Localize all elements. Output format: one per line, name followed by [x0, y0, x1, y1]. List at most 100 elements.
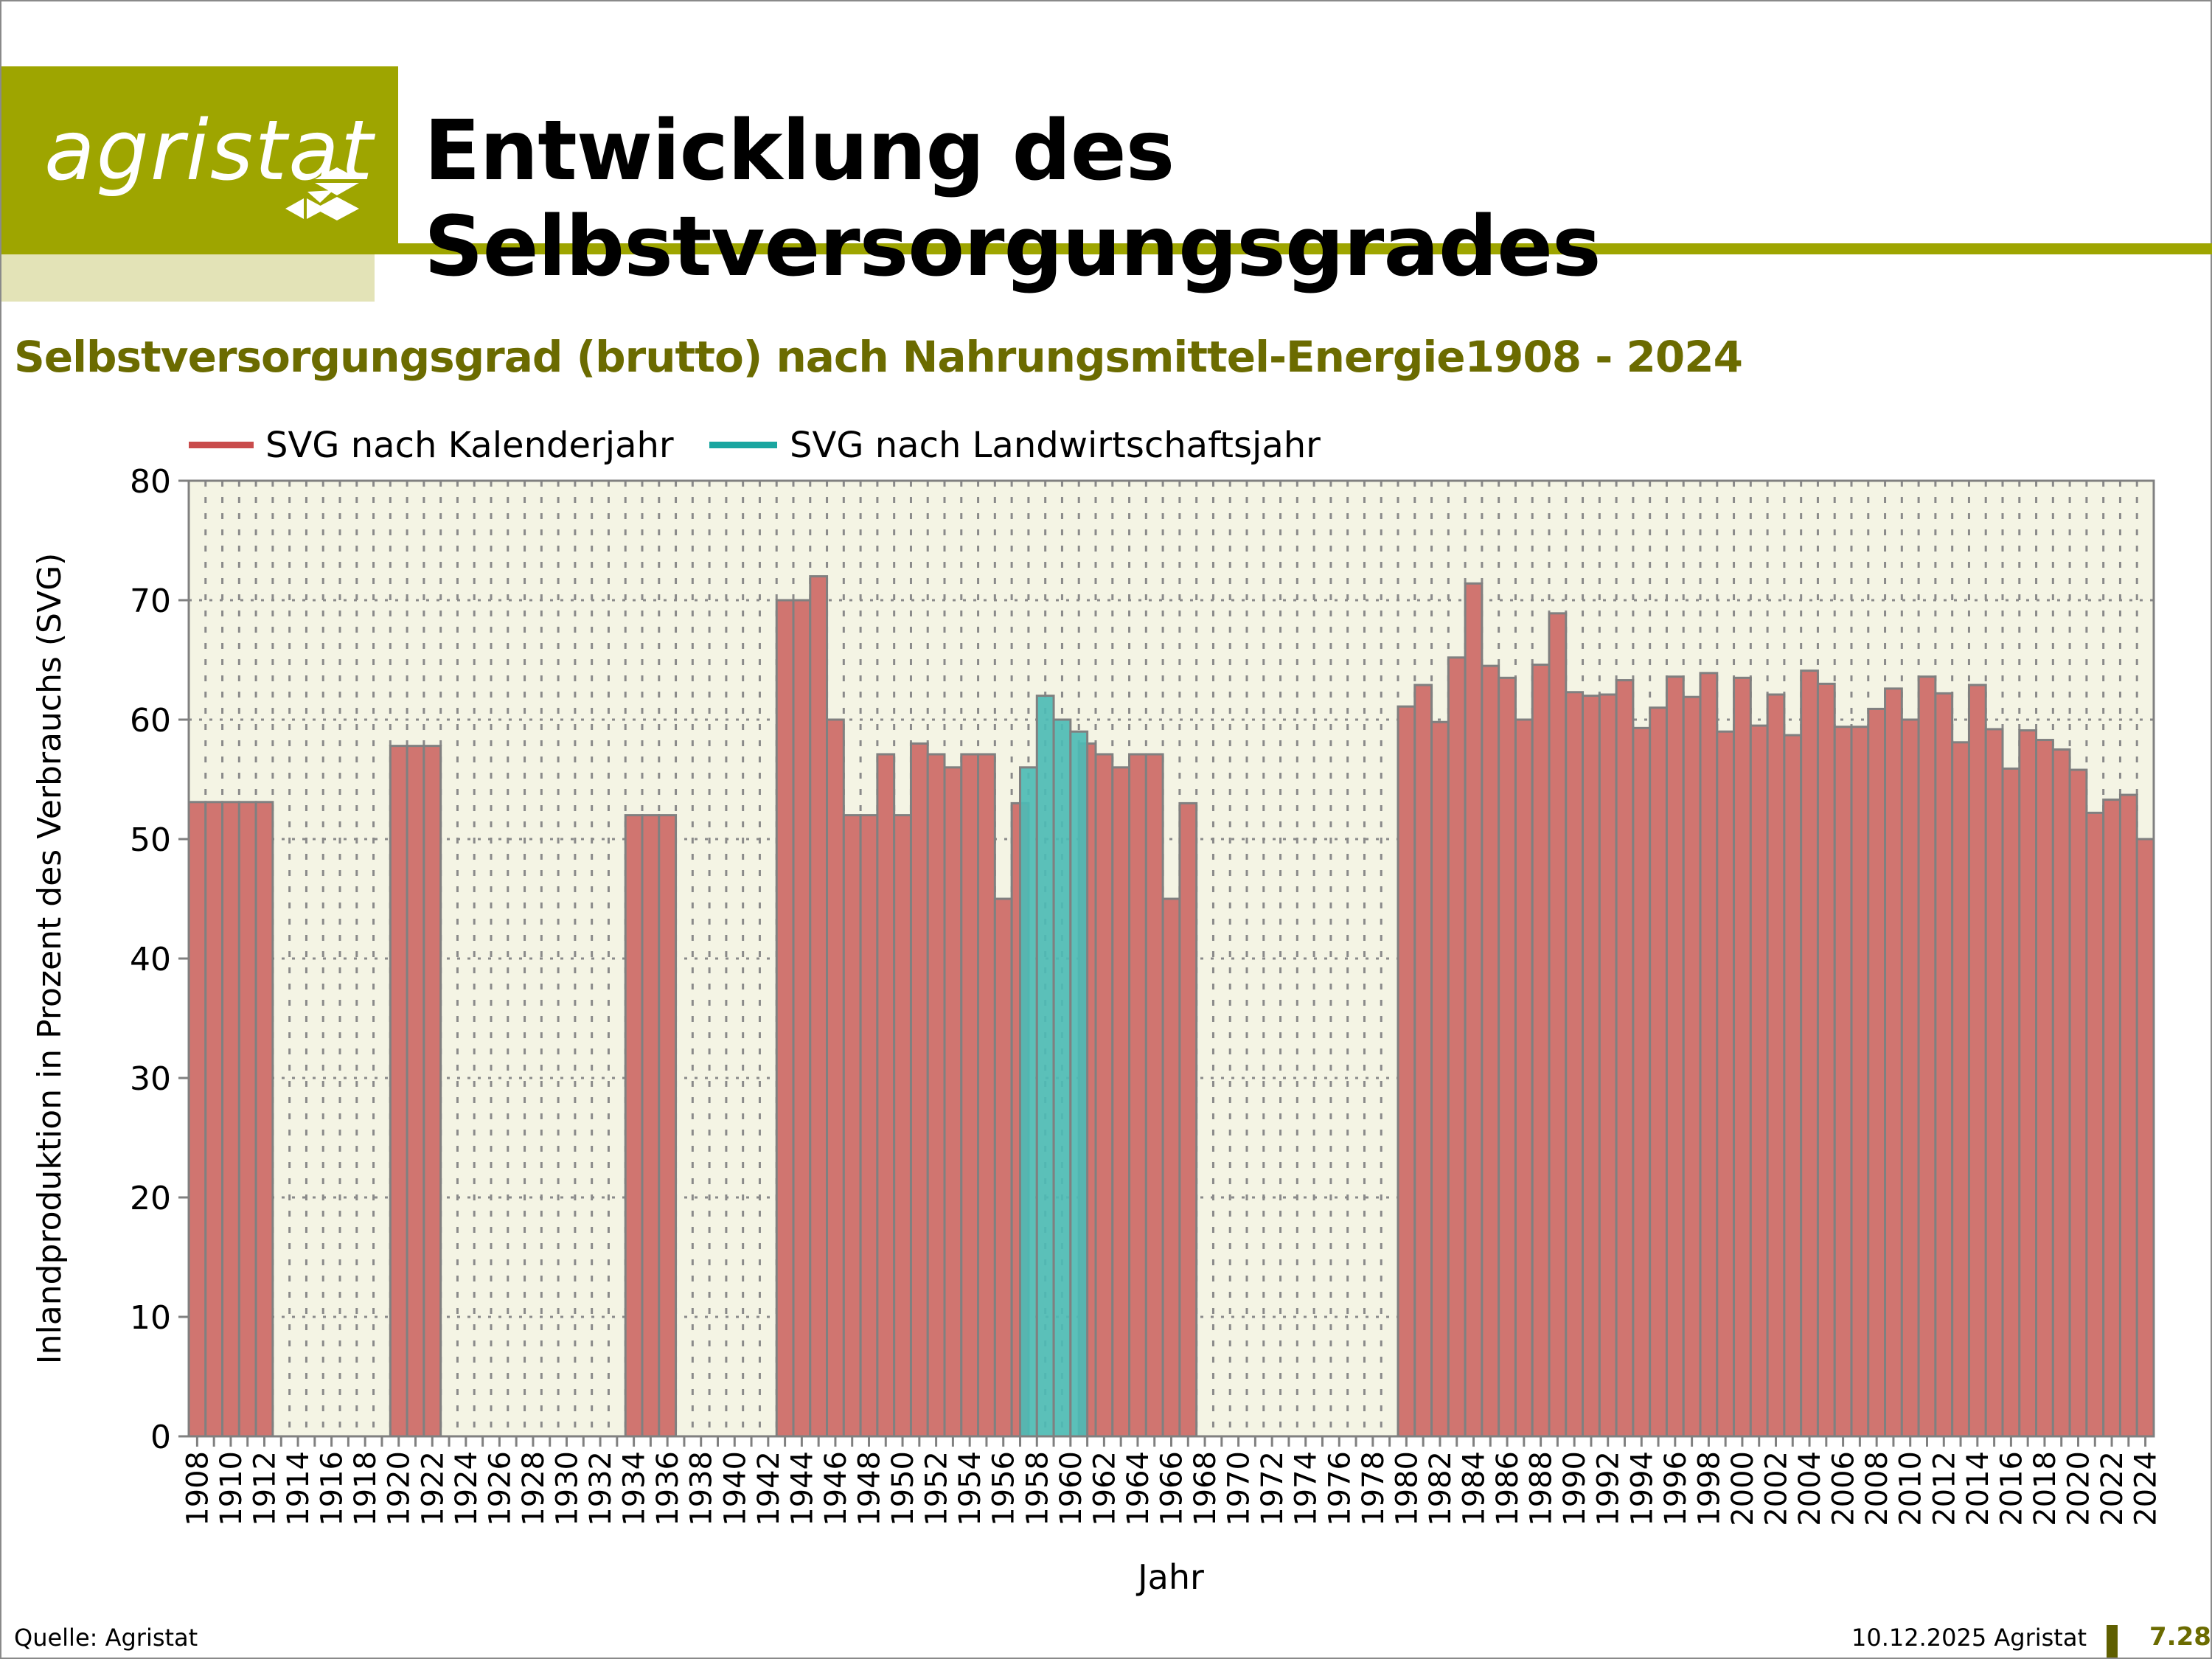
x-tick-label: 2014 — [1961, 1451, 1995, 1526]
x-tick-label: 1978 — [1357, 1451, 1391, 1526]
bar-kalenderjahr-1992 — [1598, 693, 1618, 1438]
bar-kalenderjahr-1980 — [1397, 705, 1416, 1438]
x-tick-label: 1982 — [1424, 1451, 1458, 1526]
x-tick-label: 1938 — [685, 1451, 719, 1526]
bar-kalenderjahr-2003 — [1783, 734, 1803, 1438]
x-tick-label: 1976 — [1323, 1451, 1357, 1526]
legend-swatch-landwirtschaftsjahr — [709, 442, 777, 448]
bar-kalenderjahr-2001 — [1749, 724, 1769, 1438]
bar-kalenderjahr-1934 — [624, 814, 644, 1438]
bar-kalenderjahr-1994 — [1632, 726, 1652, 1438]
x-tick-label: 1946 — [819, 1451, 853, 1526]
bar-kalenderjahr-1922 — [422, 745, 442, 1438]
x-tick-label: 1960 — [1054, 1451, 1088, 1526]
x-tick-label: 1958 — [1020, 1451, 1054, 1526]
bar-kalenderjahr-1952 — [926, 753, 946, 1438]
bar-kalenderjahr-2009 — [1884, 687, 1903, 1438]
bar-kalenderjahr-1995 — [1649, 706, 1668, 1438]
legend-swatch-kalenderjahr — [189, 442, 254, 448]
x-tick-label: 1962 — [1088, 1451, 1121, 1526]
x-tick-label: 2006 — [1827, 1451, 1861, 1526]
x-tick-label: 2022 — [2096, 1451, 2129, 1526]
bar-kalenderjahr-2022 — [2102, 799, 2121, 1438]
bar-kalenderjahr-1943 — [775, 599, 795, 1438]
x-tick-label: 1918 — [349, 1451, 383, 1526]
legend-label-kalenderjahr: SVG nach Kalenderjahr — [265, 425, 674, 466]
x-tick-label: 1926 — [483, 1451, 517, 1526]
bar-kalenderjahr-1921 — [406, 745, 425, 1438]
footer-date: 10.12.2025 Agristat — [1851, 1624, 2087, 1652]
bar-kalenderjahr-2002 — [1766, 693, 1786, 1438]
y-tick-label: 10 — [130, 1299, 171, 1337]
bar-kalenderjahr-2007 — [1850, 726, 1870, 1438]
source-note: Quelle: Agristat — [14, 1624, 198, 1652]
y-tick-label: 0 — [150, 1419, 171, 1456]
bar-kalenderjahr-2020 — [2068, 768, 2088, 1438]
chart-title: Selbstversorgungsgrad (brutto) nach Nahr… — [14, 332, 1743, 382]
legend: SVG nach Kalenderjahr SVG nach Landwirts… — [189, 425, 1321, 466]
bar-kalenderjahr-1965 — [1144, 753, 1164, 1438]
logo-diamond-mark-icon — [285, 167, 359, 220]
bar-kalenderjahr-1984 — [1464, 582, 1484, 1438]
bar-kalenderjahr-2010 — [1900, 718, 1920, 1438]
x-axis-label: Jahr — [1135, 1557, 1204, 1597]
bar-kalenderjahr-1997 — [1682, 695, 1702, 1438]
bar-kalenderjahr-2024 — [2135, 838, 2155, 1438]
bar-kalenderjahr-2012 — [1934, 692, 1954, 1438]
bar-kalenderjahr-1999 — [1716, 730, 1736, 1438]
x-tick-label: 1964 — [1121, 1451, 1155, 1526]
x-tick-label: 1948 — [853, 1451, 887, 1526]
bar-kalenderjahr-2016 — [2001, 767, 2021, 1438]
x-tick-label: 1966 — [1155, 1451, 1189, 1526]
y-tick-label: 80 — [130, 463, 171, 501]
bar-kalenderjahr-1953 — [943, 766, 963, 1438]
bar-landwirtschaftsjahr-1960.5 — [1069, 730, 1089, 1438]
x-tick-label: 1954 — [953, 1451, 987, 1526]
x-tick-label: 2004 — [1793, 1451, 1827, 1526]
bar-kalenderjahr-2008 — [1867, 707, 1887, 1438]
logo-accent-bar — [1, 254, 375, 302]
x-tick-label: 1910 — [215, 1451, 248, 1526]
x-tick-label: 2016 — [1994, 1451, 2028, 1526]
x-tick-label: 1912 — [248, 1451, 282, 1526]
bar-kalenderjahr-1964 — [1128, 753, 1147, 1438]
bar-kalenderjahr-1911 — [237, 801, 257, 1438]
x-tick-label: 1916 — [316, 1451, 349, 1526]
bar-kalenderjahr-1998 — [1699, 672, 1719, 1438]
x-tick-label: 1908 — [181, 1451, 215, 1526]
bar-kalenderjahr-2023 — [2118, 793, 2138, 1438]
x-tick-label: 1984 — [1458, 1451, 1492, 1526]
bar-kalenderjahr-1947 — [842, 814, 862, 1438]
bar-kalenderjahr-1949 — [876, 753, 896, 1438]
x-tick-label: 2012 — [1927, 1451, 1961, 1526]
x-tick-label: 1920 — [383, 1451, 417, 1526]
bar-kalenderjahr-1908 — [187, 801, 207, 1438]
bar-landwirtschaftsjahr-1958.5 — [1035, 695, 1055, 1438]
bar-kalenderjahr-1983 — [1447, 656, 1467, 1438]
x-tick-label: 1944 — [785, 1451, 819, 1526]
bar-kalenderjahr-1912 — [254, 801, 274, 1438]
x-tick-label: 1922 — [416, 1451, 450, 1526]
x-tick-label: 1940 — [718, 1451, 752, 1526]
bar-kalenderjahr-1956 — [993, 897, 1013, 1438]
axes: 0 10 20 30 40 50 60 70 80 1908 1910 1912 1914 1916 191… — [130, 463, 2163, 1526]
footer-divider — [2107, 1625, 2118, 1658]
bar-kalenderjahr-1986 — [1498, 676, 1517, 1438]
y-tick-label: 50 — [130, 821, 171, 859]
bar-kalenderjahr-1954 — [960, 753, 980, 1438]
x-tick-label: 1972 — [1256, 1451, 1290, 1526]
page-number: 7.28 — [2149, 1622, 2211, 1652]
bar-kalenderjahr-1950 — [893, 814, 912, 1438]
x-tick-label: 1914 — [282, 1451, 316, 1526]
x-tick-label: 2000 — [1726, 1451, 1760, 1526]
bar-kalenderjahr-1962 — [1094, 753, 1114, 1438]
x-tick-label: 1994 — [1625, 1451, 1659, 1526]
bar-landwirtschaftsjahr-1959.5 — [1052, 718, 1072, 1438]
x-tick-label: 1956 — [987, 1451, 1021, 1526]
x-tick-label: 2010 — [1894, 1451, 1928, 1526]
x-tick-label: 1930 — [551, 1451, 585, 1526]
bar-kalenderjahr-1920 — [389, 745, 408, 1438]
legend-label-landwirtschaftsjahr: SVG nach Landwirtschaftsjahr — [790, 425, 1321, 466]
bar-kalenderjahr-2000 — [1733, 676, 1752, 1438]
